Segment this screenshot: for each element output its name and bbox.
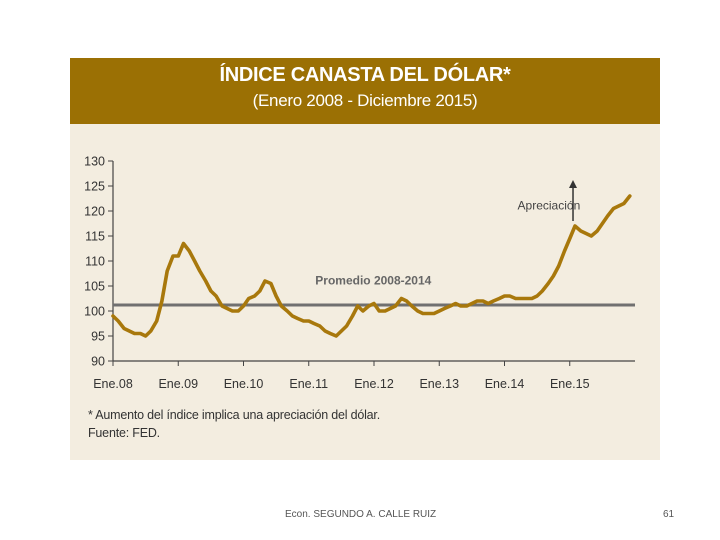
x-tick-label: Ene.10 — [224, 377, 264, 391]
x-tick-label: Ene.13 — [419, 377, 459, 391]
x-tick-label: Ene.15 — [550, 377, 590, 391]
line-chart: 90 95 100 105 110 115 120 125 130 Ene.08 Ene.09 En… — [84, 155, 635, 391]
y-tick-label: 110 — [85, 255, 105, 269]
chart-source: Fuente: FED. — [88, 426, 160, 440]
y-tick-label: 100 — [84, 305, 105, 319]
page-number: 61 — [663, 509, 675, 520]
y-tick-label: 95 — [91, 330, 105, 344]
average-annotation: Promedio 2008-2014 — [315, 274, 431, 288]
chart-footnote: * Aumento del índice implica una aprecia… — [88, 408, 380, 422]
chart-subtitle: (Enero 2008 - Diciembre 2015) — [252, 91, 478, 110]
y-tick-label: 130 — [84, 155, 105, 169]
y-tick-label: 125 — [84, 180, 105, 194]
chart-figure-panel: ÍNDICE CANASTA DEL DÓLAR* (Enero 2008 - … — [70, 58, 660, 460]
y-tick-label: 105 — [84, 280, 105, 294]
x-tick-label: Ene.11 — [289, 377, 328, 391]
appreciation-arrowhead-icon — [569, 180, 578, 188]
y-tick-label: 115 — [85, 230, 105, 244]
chart-title: ÍNDICE CANASTA DEL DÓLAR* — [219, 64, 511, 86]
dollar-index-series-line — [111, 194, 632, 338]
x-tick-label: Ene.14 — [485, 377, 525, 391]
chart-header: ÍNDICE CANASTA DEL DÓLAR* (Enero 2008 - … — [70, 58, 660, 124]
footer-author: Econ. SEGUNDO A. CALLE RUIZ — [285, 509, 437, 520]
x-tick-label: Ene.09 — [158, 377, 198, 391]
x-tick-label: Ene.08 — [93, 377, 133, 391]
y-tick-label: 120 — [84, 205, 105, 219]
x-tick-label: Ene.12 — [354, 377, 394, 391]
y-tick-label: 90 — [91, 355, 105, 369]
appreciation-annotation: Apreciación — [518, 199, 581, 213]
